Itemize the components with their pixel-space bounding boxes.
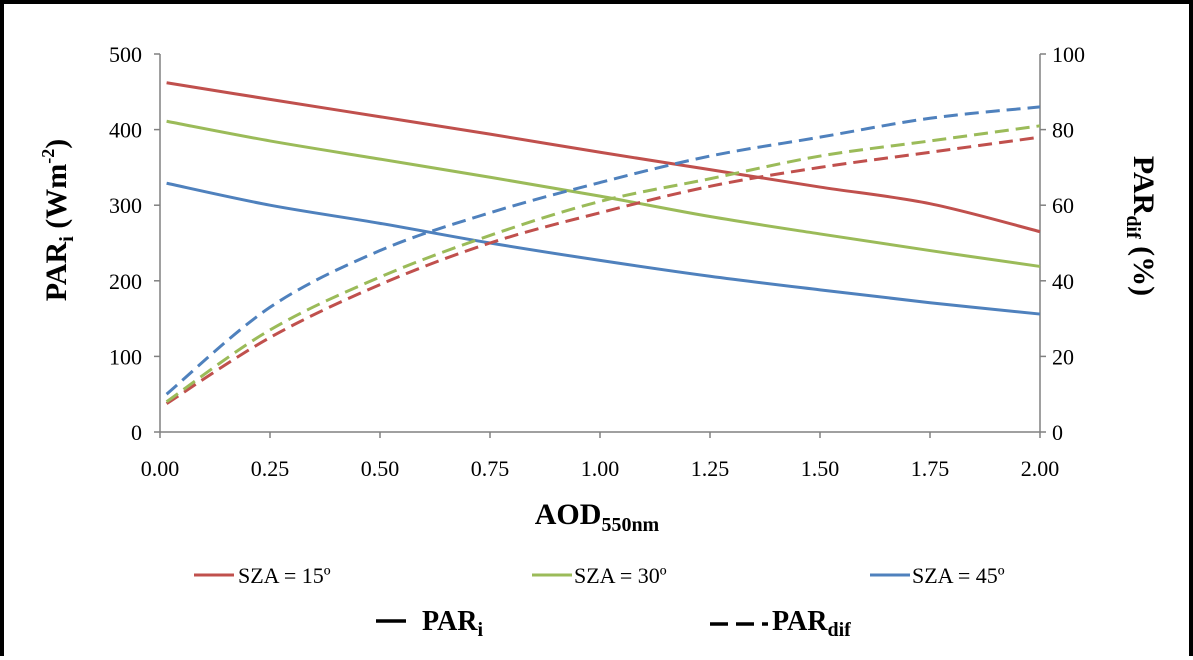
y-left-tick-label: 500 (109, 42, 142, 67)
x-tick-label: 1.75 (911, 456, 950, 481)
series-line-pari-0 (166, 81, 1041, 234)
tick-marks (154, 53, 1046, 438)
legend-entry-pardif: PARdif (710, 606, 851, 641)
y-left-tick-label: 300 (109, 193, 142, 218)
legend-entry-sza-30: SZA = 30º (532, 563, 667, 588)
legend-label-sza-30: SZA = 30º (574, 563, 667, 588)
x-tick-label: 0.00 (141, 456, 180, 481)
y-axis-left-title: PARi (Wm-2) (38, 139, 78, 301)
legend-entry-sza-15: SZA = 15º (194, 563, 331, 588)
y-right-tick-label: 60 (1052, 193, 1074, 218)
x-tick-label: 0.50 (361, 456, 400, 481)
legend-label-sza-15: SZA = 15º (238, 563, 331, 588)
x-tick-label: 0.25 (251, 456, 290, 481)
legend-sza: SZA = 15º SZA = 30º SZA = 45º (194, 563, 1005, 588)
series-line-pari-1 (166, 119, 1041, 268)
y-left-tick-label: 0 (131, 420, 142, 445)
x-axis-title: AOD550nm (535, 498, 660, 536)
x-tick-label: 2.00 (1021, 456, 1060, 481)
y-right-tick-label: 40 (1052, 269, 1074, 294)
legend-style: PARi PARdif (376, 606, 851, 641)
y-axis-right-title: PARdif (%) (1122, 156, 1160, 296)
x-tick-label: 0.75 (471, 456, 510, 481)
series-line-pari-2 (166, 181, 1041, 316)
y-right-tick-label: 80 (1052, 118, 1074, 143)
y-right-tick-label: 100 (1052, 42, 1085, 67)
series-line-pardif-2 (165, 105, 1041, 396)
y-right-tick-label: 0 (1052, 420, 1063, 445)
legend-entry-pari: PARi (376, 606, 483, 641)
legend-label-pari: PARi (422, 606, 483, 641)
tick-labels: 0.00 0.25 0.50 0.75 1.00 1.25 1.50 1.75 2.00 0 100… (109, 42, 1085, 481)
legend-entry-sza-45: SZA = 45º (870, 563, 1005, 588)
x-tick-label: 1.50 (801, 456, 840, 481)
y-left-tick-label: 100 (109, 344, 142, 369)
chart-svg: 0.00 0.25 0.50 0.75 1.00 1.25 1.50 1.75 2.00 0 100… (38, 42, 1160, 641)
series-line-pardif-1 (165, 124, 1041, 403)
y-left-tick-label: 200 (109, 269, 142, 294)
y-left-tick-label: 400 (109, 118, 142, 143)
x-tick-label: 1.00 (581, 456, 620, 481)
legend-label-sza-45: SZA = 45º (912, 563, 1005, 588)
y-right-tick-label: 20 (1052, 344, 1074, 369)
axes (159, 54, 1041, 433)
series-layer (165, 81, 1041, 405)
legend-label-pardif: PARdif (772, 606, 851, 641)
series-line-pardif-0 (165, 135, 1041, 405)
x-tick-label: 1.25 (691, 456, 730, 481)
